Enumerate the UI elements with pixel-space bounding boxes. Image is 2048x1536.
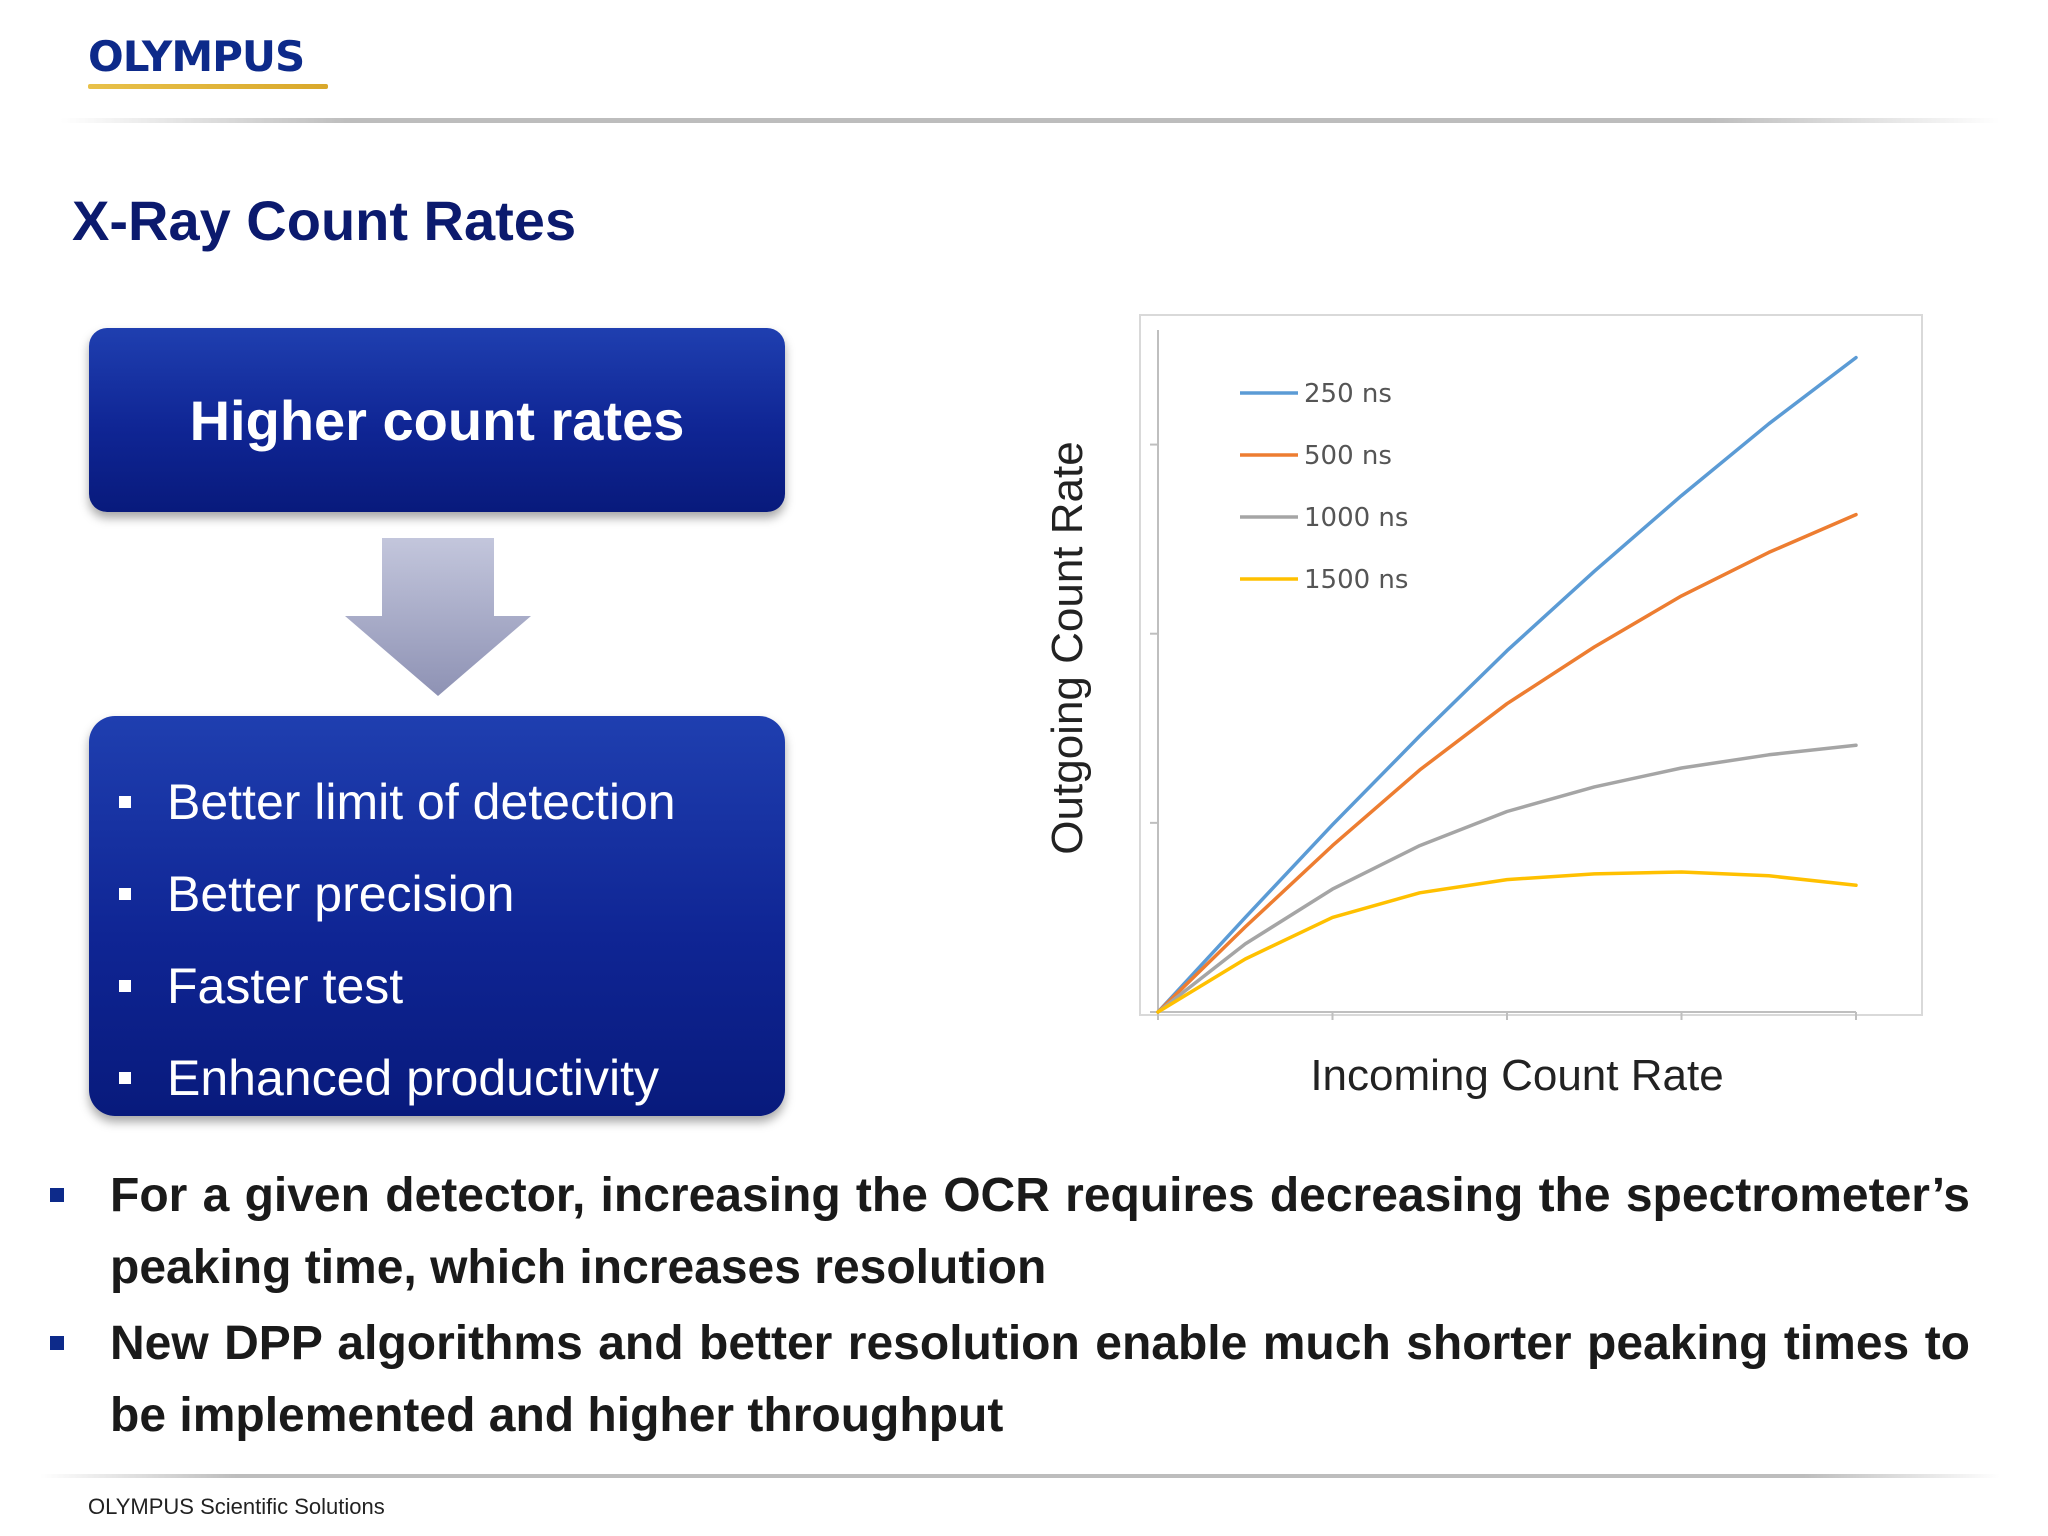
summary-bullet-text: New DPP algorithms and better resolution… [110,1317,1970,1442]
chart-series [1156,355,1858,1014]
higher-count-rates-label: Higher count rates [189,388,685,452]
series-line-250-ns [1156,355,1858,1014]
summary-bullet: For a given detector, increasing the OCR… [50,1160,1970,1304]
higher-count-rates-box: Higher count rates [89,328,785,512]
summary-bullets: For a given detector, increasing the OCR… [50,1160,1970,1456]
series-line-500-ns [1156,512,1858,1014]
bullet-square-icon [119,1072,131,1084]
legend-label: 1000 ns [1304,503,1408,533]
chart-frame [1139,314,1923,1016]
benefit-item: Better precision [119,848,676,940]
benefit-item: Enhanced productivity [119,1032,676,1124]
summary-bullet: New DPP algorithms and better resolution… [50,1308,1970,1452]
series-line-1000-ns [1156,743,1858,1014]
benefit-text: Faster test [167,958,404,1014]
bullet-square-icon [50,1336,64,1350]
legend-label: 250 ns [1304,379,1392,409]
benefit-item: Better limit of detection [119,756,676,848]
count-rate-chart: 250 ns 500 ns 1000 ns 1500 ns Incoming Coun… [1040,300,1940,1125]
chart-legend: 250 ns 500 ns 1000 ns 1500 ns [1240,379,1408,595]
benefits-box: Better limit of detection Better precisi… [89,716,785,1116]
olympus-logo: OLYMPUS [88,36,328,89]
chart-svg: 250 ns 500 ns 1000 ns 1500 ns Incoming Coun… [1043,314,1923,1100]
header-divider [60,118,2000,123]
benefit-text: Better precision [167,866,515,922]
chart-axes [1150,330,1857,1020]
bullet-square-icon [119,980,131,992]
y-axis-label: Outgoing Count Rate [1043,441,1092,854]
benefit-text: Better limit of detection [167,774,676,830]
bullet-square-icon [50,1188,64,1202]
legend-label: 500 ns [1304,441,1392,471]
bullet-square-icon [119,796,131,808]
benefits-list: Better limit of detection Better precisi… [119,756,676,1124]
slide-title: X-Ray Count Rates [72,189,577,252]
x-axis-label: Incoming Count Rate [1310,1051,1723,1100]
benefit-item: Faster test [119,940,676,1032]
logo-text: OLYMPUS [88,32,305,81]
chart-border [1139,314,1923,1016]
legend-label: 1500 ns [1304,565,1408,595]
footer-text: OLYMPUS Scientific Solutions [88,1494,385,1519]
bullet-square-icon [119,888,131,900]
benefit-text: Enhanced productivity [167,1050,659,1106]
summary-bullet-text: For a given detector, increasing the OCR… [110,1169,1970,1294]
series-line-1500-ns [1156,870,1858,1014]
logo-underline [88,84,328,89]
footer-divider [40,1474,2000,1478]
down-arrow-icon [345,538,531,696]
